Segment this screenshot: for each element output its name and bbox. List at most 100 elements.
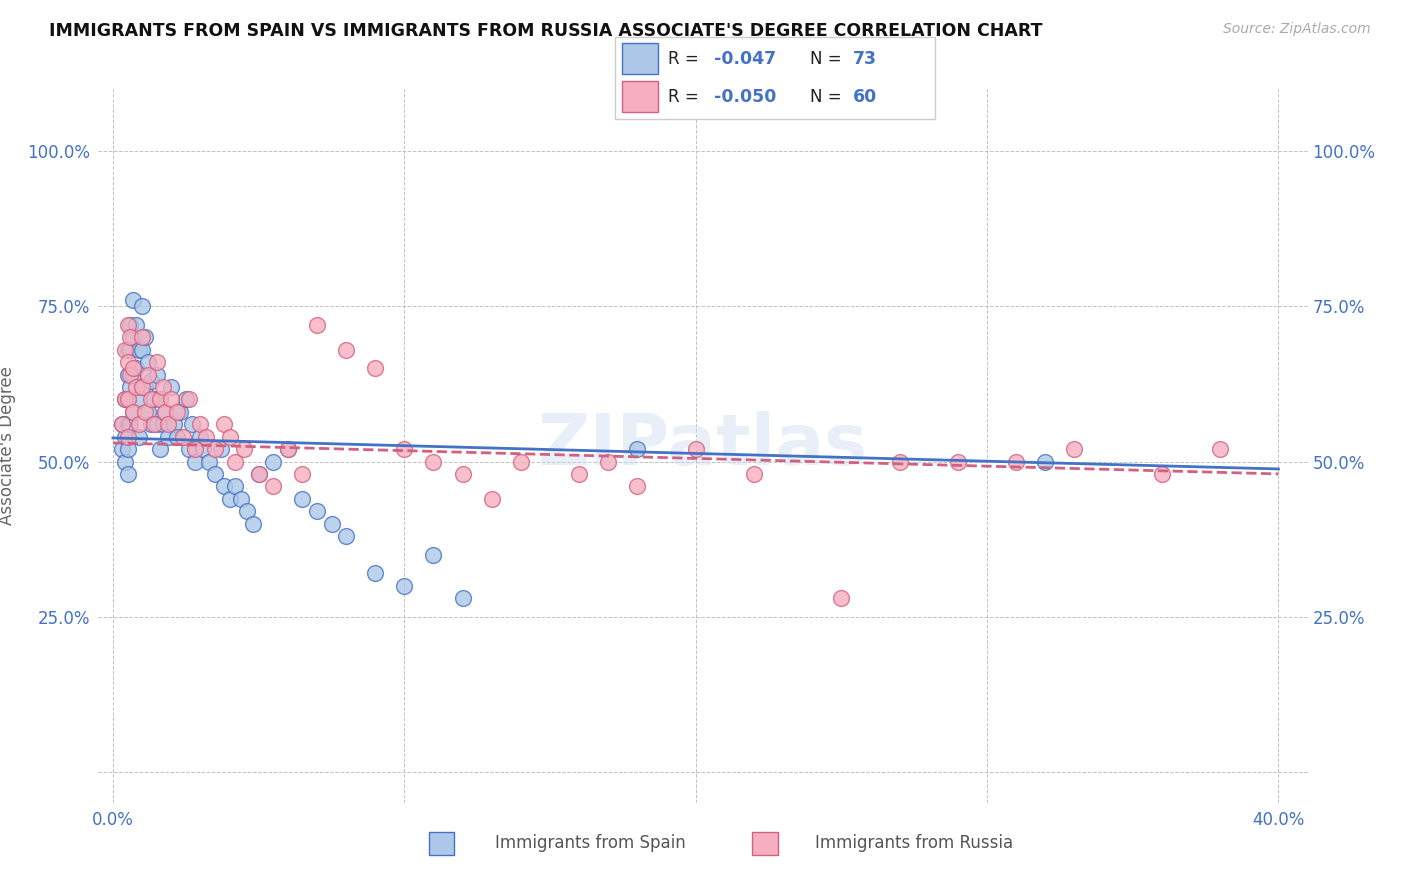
Point	[218, 491, 240, 506]
Point	[155, 405, 177, 419]
Point	[174, 392, 197, 407]
Point	[134, 380, 156, 394]
Text: -0.047: -0.047	[714, 50, 776, 68]
Point	[212, 417, 235, 432]
Point	[131, 330, 153, 344]
Point	[262, 479, 284, 493]
Point	[198, 454, 221, 468]
Point	[114, 392, 136, 407]
Point	[149, 392, 172, 407]
Point	[139, 392, 162, 407]
Point	[145, 417, 167, 432]
Point	[568, 467, 591, 481]
Point	[134, 405, 156, 419]
Point	[451, 591, 474, 605]
Point	[830, 591, 852, 605]
Point	[128, 417, 150, 432]
Point	[122, 361, 145, 376]
Point	[120, 330, 142, 344]
Point	[180, 417, 202, 432]
Point	[160, 392, 183, 407]
Point	[117, 467, 139, 481]
Point	[111, 442, 134, 456]
Point	[247, 467, 270, 481]
Point	[128, 430, 150, 444]
Point	[125, 380, 148, 394]
Point	[626, 442, 648, 456]
Point	[364, 361, 387, 376]
Point	[111, 417, 134, 432]
Point	[422, 548, 444, 562]
Point	[120, 368, 142, 382]
Text: 73: 73	[853, 50, 877, 68]
Point	[626, 479, 648, 493]
Point	[139, 417, 162, 432]
Point	[136, 368, 159, 382]
Point	[193, 442, 215, 456]
Point	[152, 380, 174, 394]
Point	[321, 516, 343, 531]
Point	[149, 392, 172, 407]
Point	[224, 479, 246, 493]
Point	[120, 318, 142, 332]
Point	[166, 405, 188, 419]
Point	[212, 479, 235, 493]
Point	[218, 430, 240, 444]
Point	[163, 417, 186, 432]
Point	[1033, 454, 1056, 468]
Text: 60: 60	[853, 87, 877, 105]
Point	[277, 442, 299, 456]
Point	[394, 579, 416, 593]
Point	[139, 374, 162, 388]
Text: Source: ZipAtlas.com: Source: ZipAtlas.com	[1223, 22, 1371, 37]
Point	[204, 442, 226, 456]
Point	[262, 454, 284, 468]
Point	[242, 516, 264, 531]
Point	[169, 405, 191, 419]
Point	[291, 467, 314, 481]
FancyBboxPatch shape	[614, 37, 935, 119]
Point	[114, 343, 136, 357]
Point	[451, 467, 474, 481]
Point	[160, 380, 183, 394]
Point	[236, 504, 259, 518]
Bar	[621, 81, 658, 112]
Point	[172, 430, 194, 444]
Point	[195, 430, 218, 444]
Point	[946, 454, 969, 468]
Point	[131, 380, 153, 394]
Point	[177, 392, 200, 407]
Point	[128, 343, 150, 357]
Point	[117, 430, 139, 444]
Point	[183, 442, 205, 456]
Text: N =: N =	[810, 87, 846, 105]
Point	[120, 343, 142, 357]
Point	[183, 454, 205, 468]
Point	[598, 454, 620, 468]
Point	[231, 491, 253, 506]
Point	[509, 454, 531, 468]
Point	[122, 405, 145, 419]
Point	[190, 430, 212, 444]
Point	[157, 417, 180, 432]
Point	[277, 442, 299, 456]
Point	[166, 430, 188, 444]
Text: ZIPatlas: ZIPatlas	[538, 411, 868, 481]
Point	[157, 430, 180, 444]
Point	[117, 392, 139, 407]
Text: IMMIGRANTS FROM SPAIN VS IMMIGRANTS FROM RUSSIA ASSOCIATE'S DEGREE CORRELATION C: IMMIGRANTS FROM SPAIN VS IMMIGRANTS FROM…	[49, 22, 1043, 40]
Text: R =: R =	[668, 50, 704, 68]
Point	[117, 417, 139, 432]
Point	[889, 454, 911, 468]
Point	[114, 392, 136, 407]
Text: R =: R =	[668, 87, 704, 105]
Point	[136, 355, 159, 369]
Point	[114, 454, 136, 468]
Point	[394, 442, 416, 456]
Point	[131, 299, 153, 313]
Point	[177, 442, 200, 456]
Point	[122, 293, 145, 308]
Point	[117, 392, 139, 407]
Point	[117, 368, 139, 382]
Point	[131, 343, 153, 357]
